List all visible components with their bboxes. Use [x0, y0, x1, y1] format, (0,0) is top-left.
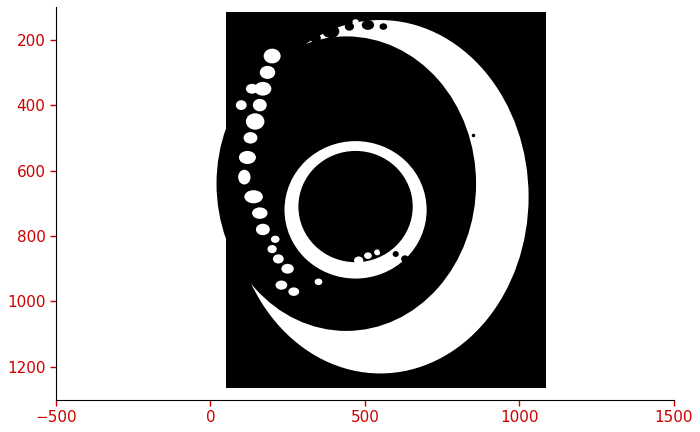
Ellipse shape — [216, 36, 476, 331]
Ellipse shape — [310, 33, 321, 43]
Ellipse shape — [260, 66, 275, 79]
Ellipse shape — [254, 82, 272, 95]
Ellipse shape — [267, 245, 276, 253]
Ellipse shape — [379, 248, 387, 254]
Ellipse shape — [294, 280, 306, 290]
Ellipse shape — [252, 207, 267, 219]
Ellipse shape — [281, 41, 295, 52]
Ellipse shape — [374, 249, 380, 255]
Ellipse shape — [276, 280, 287, 290]
Ellipse shape — [364, 252, 372, 259]
Ellipse shape — [410, 261, 419, 270]
Ellipse shape — [335, 295, 345, 302]
Ellipse shape — [362, 20, 374, 30]
Ellipse shape — [284, 141, 426, 279]
Ellipse shape — [281, 264, 294, 273]
Ellipse shape — [345, 22, 354, 31]
Ellipse shape — [393, 251, 399, 257]
Ellipse shape — [256, 224, 270, 235]
Ellipse shape — [236, 100, 246, 110]
Bar — [226, 12, 545, 388]
Ellipse shape — [273, 254, 284, 264]
Ellipse shape — [379, 23, 387, 30]
Ellipse shape — [416, 268, 425, 276]
Ellipse shape — [393, 27, 399, 33]
Ellipse shape — [322, 25, 340, 38]
Ellipse shape — [294, 40, 306, 50]
Ellipse shape — [298, 151, 413, 262]
Ellipse shape — [349, 296, 356, 303]
Ellipse shape — [354, 257, 363, 265]
Ellipse shape — [244, 190, 263, 203]
Ellipse shape — [246, 84, 258, 94]
Ellipse shape — [238, 170, 251, 184]
Ellipse shape — [239, 151, 256, 164]
Ellipse shape — [305, 283, 319, 294]
Ellipse shape — [264, 49, 281, 64]
Ellipse shape — [401, 255, 409, 263]
Ellipse shape — [288, 287, 299, 296]
Ellipse shape — [232, 20, 528, 373]
Ellipse shape — [253, 99, 267, 111]
Ellipse shape — [246, 113, 265, 130]
Ellipse shape — [353, 19, 358, 24]
Ellipse shape — [322, 290, 333, 299]
Ellipse shape — [244, 132, 258, 143]
Ellipse shape — [271, 236, 279, 243]
Ellipse shape — [423, 275, 430, 282]
Ellipse shape — [335, 15, 345, 22]
Ellipse shape — [314, 279, 322, 285]
